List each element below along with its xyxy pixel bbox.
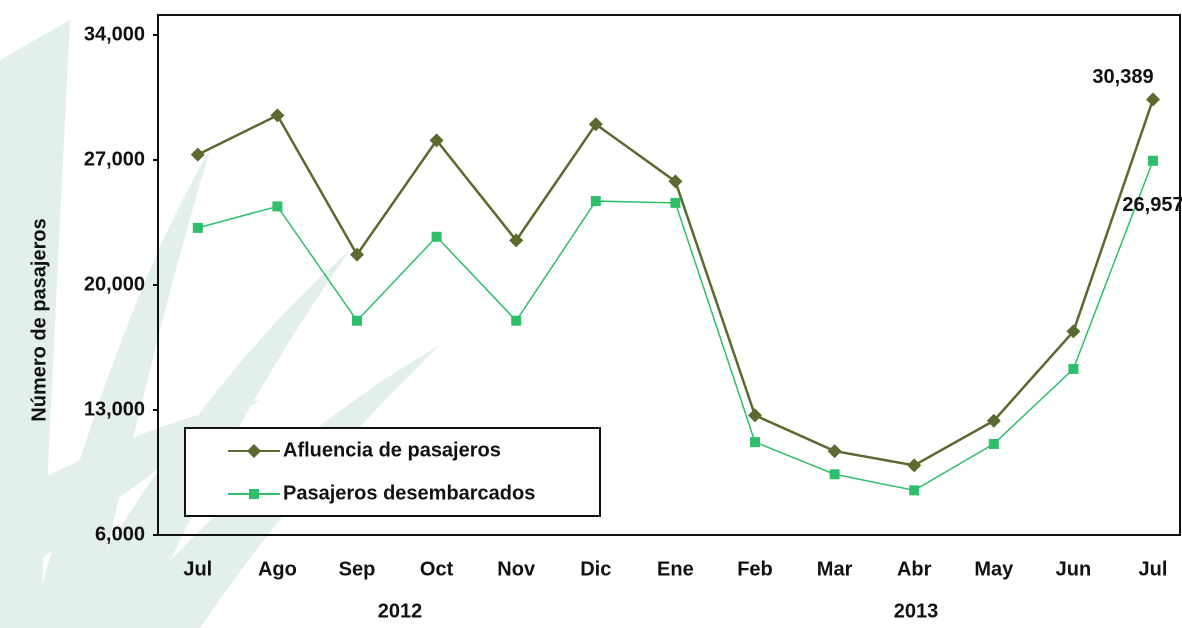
x-tick-label: Oct xyxy=(420,558,454,580)
y-tick-label: 34,000 xyxy=(84,23,145,45)
point xyxy=(272,201,282,211)
data-label: 26,957 xyxy=(1122,194,1182,216)
point xyxy=(193,223,203,233)
x-tick-label: Ago xyxy=(258,558,297,580)
point xyxy=(830,469,840,479)
y-tick-label: 6,000 xyxy=(95,523,145,545)
point xyxy=(750,437,760,447)
point xyxy=(670,198,680,208)
y-tick-label: 13,000 xyxy=(84,398,145,420)
x-tick-label: Mar xyxy=(817,558,853,580)
y-tick-label: 20,000 xyxy=(84,273,145,295)
point xyxy=(828,444,842,458)
x-tick-label: Dic xyxy=(580,558,611,580)
point xyxy=(270,108,284,122)
x-tick-label: Sep xyxy=(339,558,376,580)
x-tick-label: Jul xyxy=(1139,558,1168,580)
point xyxy=(352,316,362,326)
point xyxy=(907,458,921,472)
x-tick-label: Jul xyxy=(183,558,212,580)
point xyxy=(989,439,999,449)
point xyxy=(1068,364,1078,374)
point xyxy=(909,485,919,495)
legend-marker xyxy=(249,489,259,499)
legend-label: Afluencia de pasajeros xyxy=(283,439,501,461)
page: {"chart_data": {"type": "line", "y_label… xyxy=(0,0,1182,628)
x-tick-label: Nov xyxy=(497,558,536,580)
point xyxy=(748,408,762,422)
point xyxy=(1146,92,1160,106)
y-axis-label: Número de pasajeros xyxy=(28,218,50,421)
x-tick-label: May xyxy=(974,558,1014,580)
x-tick-label: Ene xyxy=(657,558,694,580)
x-tick-label: Jun xyxy=(1056,558,1092,580)
data-label: 30,389 xyxy=(1092,66,1153,88)
point xyxy=(1148,156,1158,166)
chart: Número de pasajeros 2012 2013 6,000 13,00… xyxy=(0,0,1182,628)
legend-label: Pasajeros desembarcados xyxy=(283,482,535,504)
point xyxy=(511,316,521,326)
x-group-label: 2012 xyxy=(378,600,423,622)
point xyxy=(191,148,205,162)
x-group-label: 2013 xyxy=(894,600,939,622)
x-tick-label: Feb xyxy=(737,558,773,580)
point xyxy=(432,232,442,242)
point xyxy=(591,196,601,206)
y-tick-label: 27,000 xyxy=(84,148,145,170)
x-tick-label: Abr xyxy=(897,558,932,580)
background-leaves xyxy=(0,20,440,628)
